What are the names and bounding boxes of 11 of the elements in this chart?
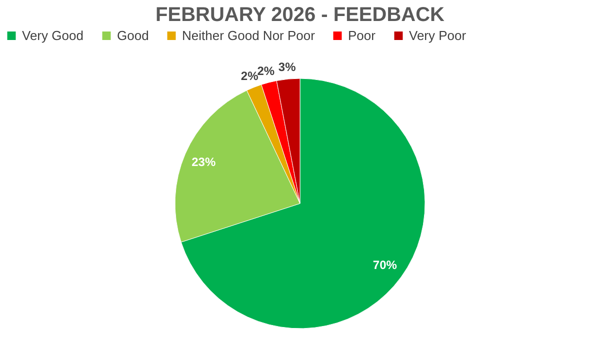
data-label: 23% <box>192 154 216 169</box>
data-label: 3% <box>278 60 296 74</box>
chart-title: FEBRUARY 2026 - FEEDBACK <box>156 4 446 26</box>
legend-label: Poor <box>348 28 376 43</box>
legend-label: Very Good <box>22 28 84 43</box>
legend-label: Very Poor <box>409 28 467 43</box>
data-label: 70% <box>372 258 398 272</box>
data-label: 2% <box>257 64 275 78</box>
legend-label: Good <box>117 28 149 43</box>
data-label: 2% <box>240 69 259 84</box>
legend-label: Neither Good Nor Poor <box>182 28 316 43</box>
